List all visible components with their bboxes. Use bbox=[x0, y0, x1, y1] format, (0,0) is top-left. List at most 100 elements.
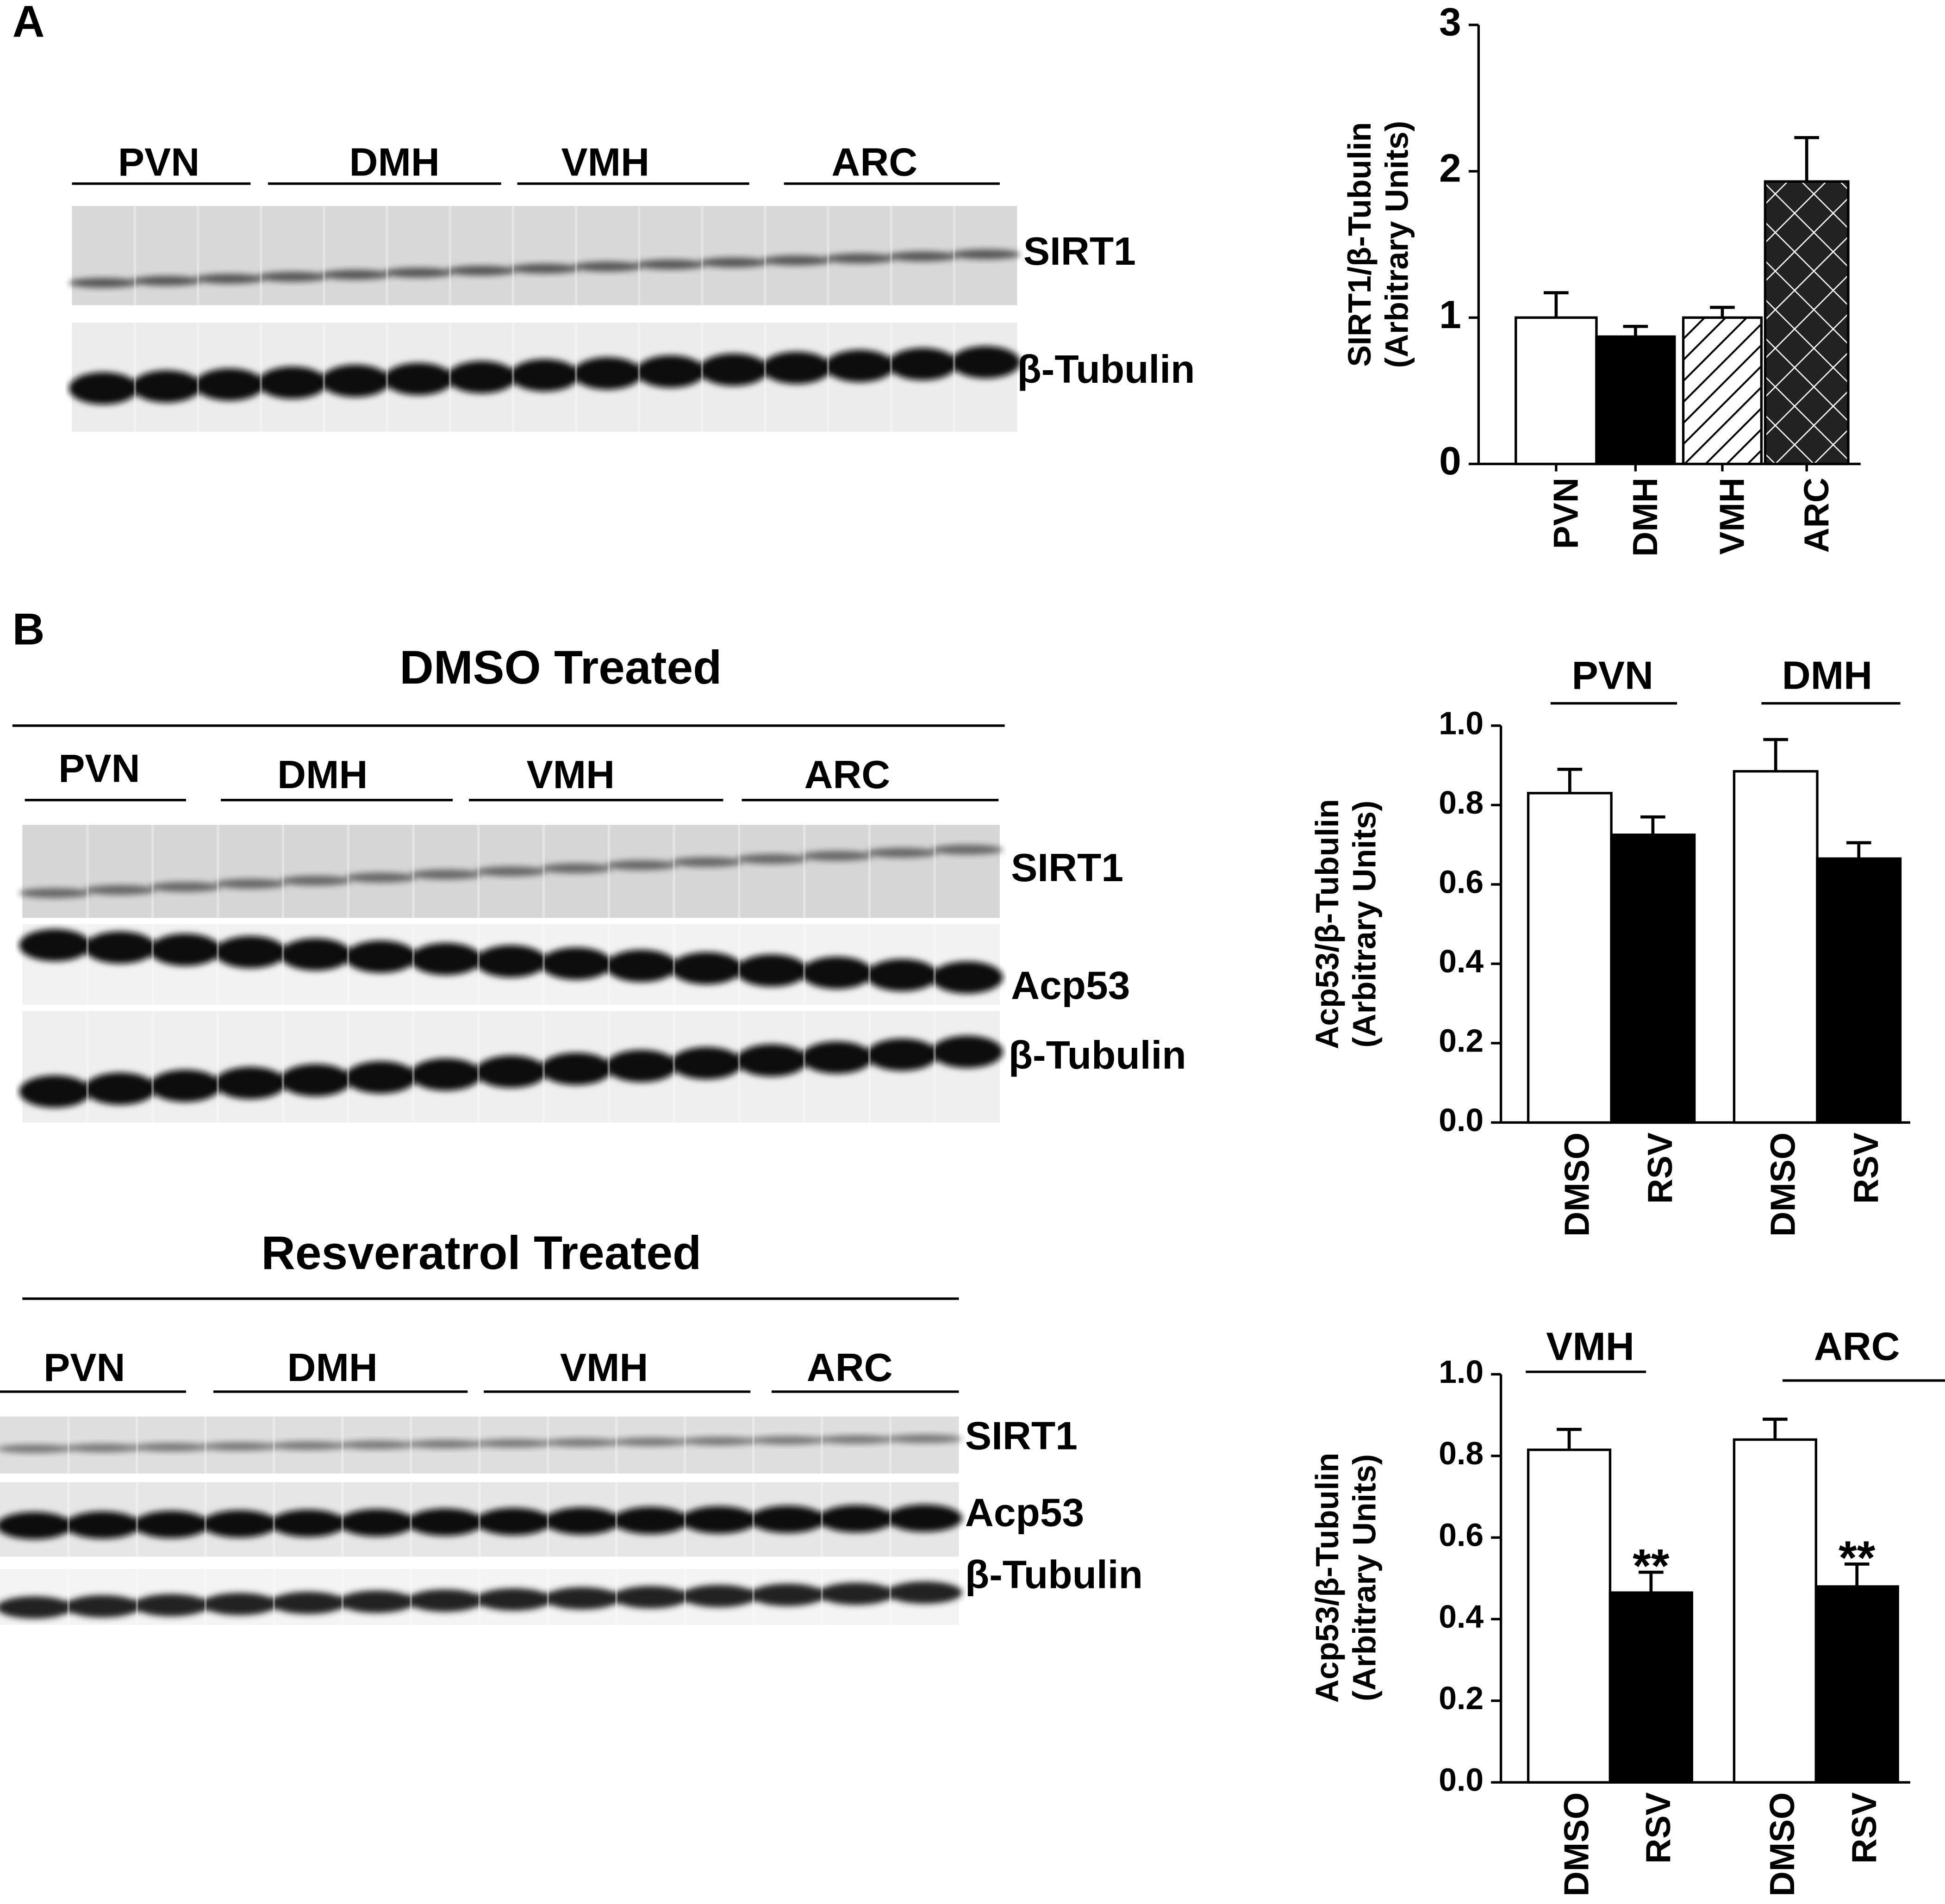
protein-label: β-Tubulin bbox=[965, 1553, 1143, 1597]
protein-band bbox=[131, 370, 201, 403]
protein-band bbox=[698, 257, 768, 268]
protein-band bbox=[818, 1505, 894, 1533]
protein-band bbox=[750, 1506, 825, 1533]
protein-band bbox=[84, 885, 156, 895]
x-tick-label: RSV bbox=[1846, 1132, 1885, 1204]
y-tick-label: 0.4 bbox=[1439, 1599, 1484, 1635]
protein-band bbox=[801, 957, 873, 989]
protein-band bbox=[671, 857, 742, 867]
group-label: PVN bbox=[1572, 653, 1653, 698]
group-label: ARC bbox=[1814, 1325, 1900, 1369]
lane-group-label: DMH bbox=[349, 140, 440, 184]
protein-band bbox=[681, 1506, 757, 1534]
protein-band bbox=[407, 1508, 483, 1536]
protein-band bbox=[866, 1039, 938, 1071]
protein-label: β-Tubulin bbox=[1009, 1033, 1186, 1077]
protein-band bbox=[258, 272, 327, 282]
blot-title: Resveratrol Treated bbox=[261, 1226, 701, 1279]
protein-band bbox=[636, 259, 705, 270]
protein-band bbox=[931, 845, 1003, 855]
significance-mark: ** bbox=[1839, 1531, 1876, 1584]
protein-band bbox=[671, 952, 742, 984]
protein-band bbox=[951, 346, 1021, 379]
x-tick-label: RSV bbox=[1640, 1132, 1679, 1204]
protein-band bbox=[476, 1588, 552, 1611]
protein-band bbox=[280, 938, 352, 971]
protein-band bbox=[202, 1442, 278, 1451]
protein-band bbox=[133, 1594, 209, 1617]
protein-band bbox=[280, 876, 352, 886]
protein-band bbox=[280, 1064, 352, 1096]
protein-band bbox=[410, 943, 482, 975]
lane-group-label: ARC bbox=[804, 753, 890, 797]
bar bbox=[1595, 335, 1676, 466]
bar bbox=[1733, 770, 1819, 1124]
protein-band bbox=[339, 1509, 415, 1537]
protein-band bbox=[339, 1440, 415, 1450]
bar bbox=[1733, 1438, 1817, 1784]
error-bar bbox=[1846, 841, 1871, 859]
protein-band bbox=[19, 1075, 91, 1108]
blot-title: DMSO Treated bbox=[399, 641, 722, 694]
protein-band bbox=[447, 361, 517, 393]
protein-band bbox=[476, 1508, 552, 1536]
lane-group-label: VMH bbox=[561, 140, 649, 184]
protein-band bbox=[410, 869, 482, 880]
error-bar bbox=[1763, 1418, 1788, 1440]
protein-band bbox=[131, 276, 201, 286]
protein-band bbox=[65, 1595, 141, 1618]
y-tick-label: 1.0 bbox=[1439, 705, 1484, 741]
protein-band bbox=[544, 1587, 620, 1610]
bar bbox=[1527, 1448, 1612, 1784]
protein-band bbox=[951, 249, 1021, 260]
protein-band bbox=[931, 961, 1003, 994]
protein-band bbox=[544, 1507, 620, 1535]
bar bbox=[1527, 792, 1613, 1124]
lane-group-label: ARC bbox=[831, 140, 917, 184]
protein-band bbox=[410, 1058, 482, 1091]
protein-band bbox=[345, 1061, 417, 1094]
protein-band bbox=[345, 940, 417, 973]
bar bbox=[1610, 834, 1696, 1124]
y-axis-label: (Arbitrary Units) bbox=[1347, 1454, 1383, 1701]
protein-band bbox=[605, 950, 678, 982]
y-axis-label: Acp53/β-Tubulin bbox=[1309, 799, 1345, 1049]
protein-band bbox=[270, 1441, 346, 1450]
y-tick-label: 0.0 bbox=[1439, 1762, 1484, 1798]
y-tick-label: 0.6 bbox=[1439, 864, 1484, 900]
protein-band bbox=[149, 882, 221, 892]
protein-band bbox=[888, 251, 958, 261]
protein-band bbox=[636, 355, 705, 388]
error-bar bbox=[1544, 291, 1569, 318]
protein-band bbox=[540, 1052, 612, 1085]
protein-band bbox=[0, 1444, 72, 1453]
protein-band bbox=[866, 959, 938, 991]
error-bar bbox=[1557, 767, 1583, 793]
protein-band bbox=[149, 1070, 221, 1102]
y-tick-label: 0.6 bbox=[1439, 1517, 1484, 1553]
protein-label: Acp53 bbox=[965, 1491, 1084, 1535]
x-tick-label: DMSO bbox=[1558, 1132, 1596, 1237]
protein-band bbox=[475, 866, 547, 877]
protein-band bbox=[698, 353, 768, 386]
protein-band bbox=[613, 1586, 689, 1609]
protein-band bbox=[69, 372, 138, 404]
error-bar bbox=[1844, 1562, 1870, 1587]
protein-band bbox=[0, 1512, 72, 1539]
protein-band bbox=[540, 947, 612, 980]
protein-band bbox=[214, 936, 287, 969]
x-tick-label: RSV bbox=[1845, 1792, 1883, 1864]
protein-band bbox=[149, 933, 221, 966]
protein-band bbox=[540, 863, 612, 873]
bar bbox=[1608, 1591, 1693, 1784]
protein-band bbox=[202, 1593, 278, 1615]
protein-band bbox=[887, 1434, 962, 1444]
protein-band bbox=[573, 261, 642, 272]
protein-band bbox=[887, 1504, 962, 1532]
protein-band bbox=[84, 1072, 156, 1105]
protein-band bbox=[671, 1047, 742, 1080]
y-tick-label: 1 bbox=[1439, 292, 1461, 337]
protein-band bbox=[750, 1436, 825, 1445]
